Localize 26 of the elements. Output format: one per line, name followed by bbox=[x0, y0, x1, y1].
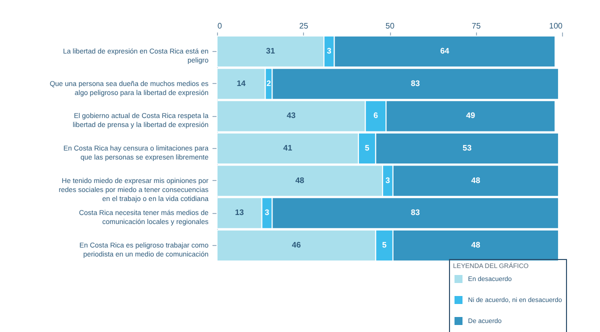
data-label: 46 bbox=[292, 240, 302, 250]
data-label: 5 bbox=[382, 240, 388, 250]
data-label: 5 bbox=[364, 144, 370, 152]
data-label: 83 bbox=[410, 208, 420, 218]
data-label: 49 bbox=[466, 111, 476, 120]
data-label: 48 bbox=[295, 176, 305, 185]
data-label: 64 bbox=[440, 46, 450, 56]
data-label: 83 bbox=[410, 78, 420, 88]
data-label: 43 bbox=[286, 111, 296, 120]
x-tick-label: 25 bbox=[299, 22, 309, 30]
x-tick-label: 75 bbox=[472, 22, 482, 30]
data-label: 13 bbox=[234, 208, 244, 218]
data-label: 48 bbox=[471, 176, 481, 185]
data-label: 31 bbox=[266, 46, 276, 56]
data-label: 14 bbox=[236, 78, 246, 88]
data-label: 3 bbox=[264, 208, 270, 218]
x-tick-label: 50 bbox=[386, 22, 395, 30]
x-tick-label: 100 bbox=[549, 22, 564, 30]
data-label: 41 bbox=[283, 144, 293, 152]
x-tick-label: 0 bbox=[218, 22, 222, 30]
data-label: 3 bbox=[386, 176, 391, 185]
data-label: 48 bbox=[471, 240, 481, 250]
data-label: 2 bbox=[266, 78, 272, 88]
data-label: 53 bbox=[462, 144, 472, 152]
data-label: 6 bbox=[373, 111, 378, 120]
data-label: 3 bbox=[326, 46, 332, 56]
